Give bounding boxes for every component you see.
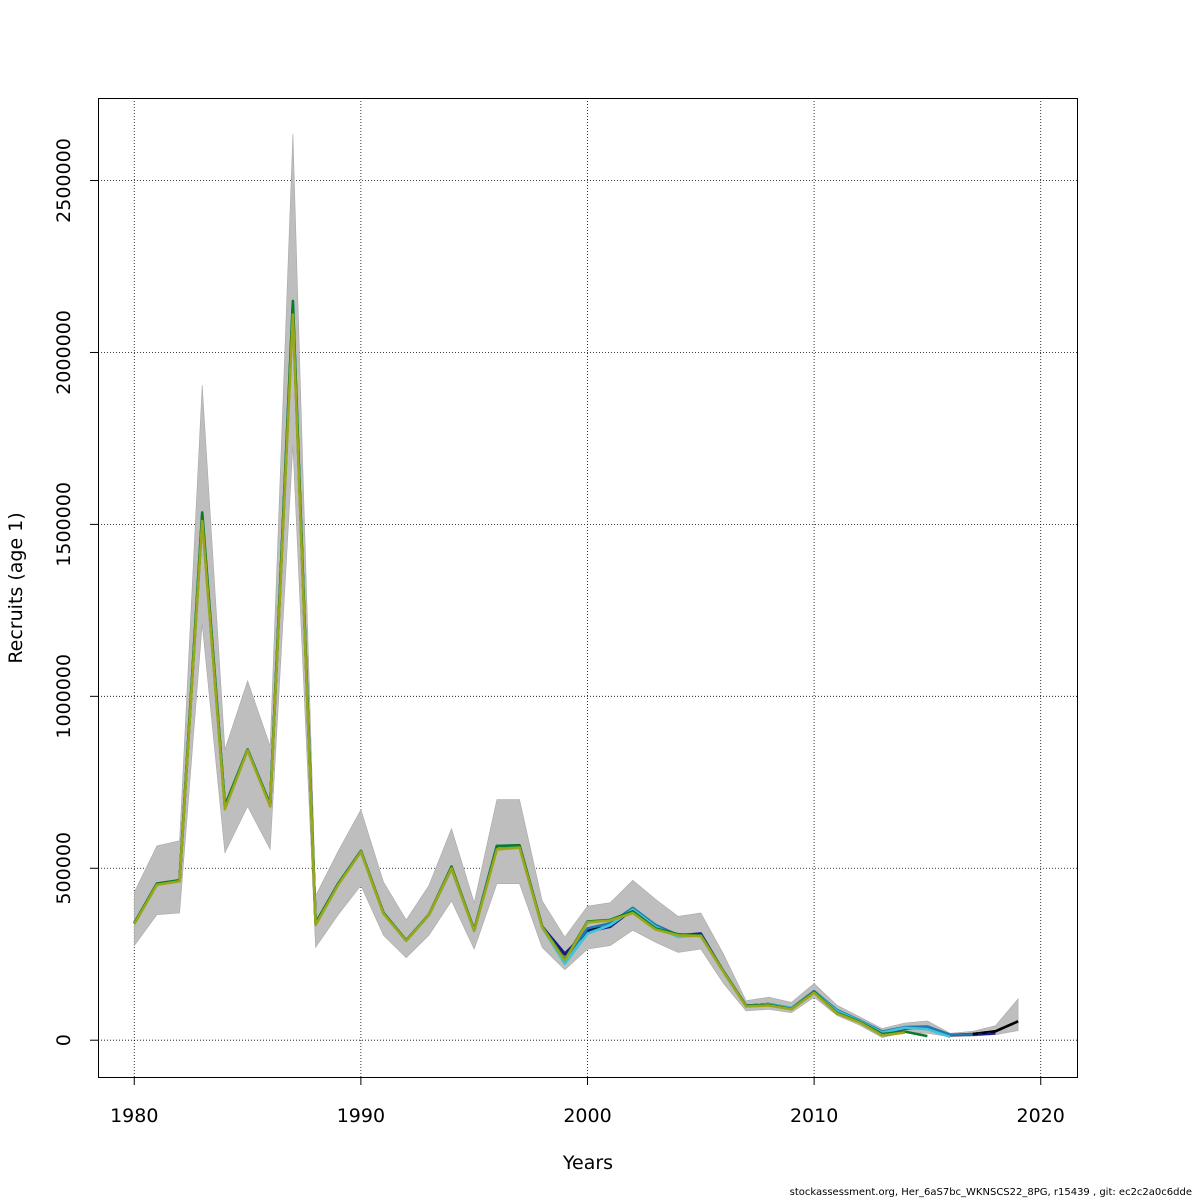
gridlines xyxy=(98,98,1077,1077)
series-layer xyxy=(133,299,1019,1039)
series-line-forecast xyxy=(972,1020,1019,1036)
series-line-6 xyxy=(133,313,905,1037)
y-tick-label: 500000 xyxy=(53,832,75,905)
x-tick-label: 2000 xyxy=(563,1105,611,1127)
y-axis-title: Recruits (age 1) xyxy=(5,512,27,663)
y-tick-label: 1500000 xyxy=(53,482,75,567)
axes: 1980 1990 2000 2010 2020 0 500000 1000000 150000… xyxy=(53,138,1065,1127)
series-line-5 xyxy=(133,299,928,1038)
footer-credit: stockassessment.org, Her_6aS7bc_WKNSCS22… xyxy=(789,1187,1192,1198)
x-axis-title: Years xyxy=(562,1152,613,1174)
x-tick-label: 2010 xyxy=(790,1105,838,1127)
x-tick-label: 1980 xyxy=(110,1105,158,1127)
series-line-2 xyxy=(133,304,996,1037)
confidence-band xyxy=(134,134,1019,1038)
y-tick-label: 1000000 xyxy=(53,654,75,739)
y-tick-label: 2500000 xyxy=(53,138,75,223)
y-tick-label: 2000000 xyxy=(53,310,75,395)
x-tick-label: 2020 xyxy=(1017,1105,1065,1127)
x-tick-label: 1990 xyxy=(337,1105,385,1127)
confidence-band-layer xyxy=(134,134,1019,1038)
y-tick-label: 0 xyxy=(53,1034,75,1046)
